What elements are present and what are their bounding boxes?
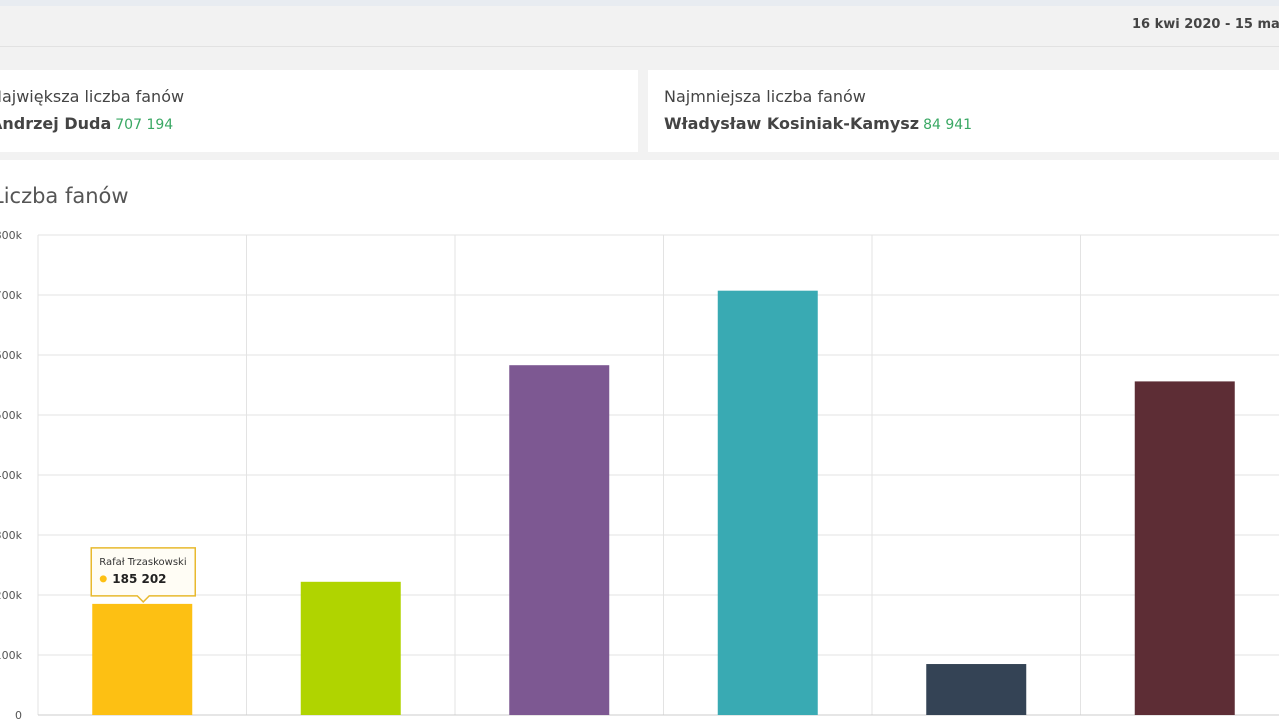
y-tick-label: 0: [15, 709, 22, 720]
y-tick-label: 500k: [0, 409, 23, 422]
tooltip: Rafał Trzaskowski 185 202: [90, 547, 196, 603]
bar[interactable]: [509, 365, 610, 715]
y-tick-label: 400k: [0, 469, 23, 482]
date-range[interactable]: 16 kwi 2020 - 15 maj 20: [1132, 17, 1279, 32]
max-fans-value: Andrzej Duda 707 194: [0, 114, 173, 133]
tooltip-dot-icon: [99, 575, 107, 583]
y-tick-label: 200k: [0, 589, 23, 602]
y-tick-label: 100k: [0, 649, 23, 662]
max-fans-label: Największa liczba fanów: [0, 87, 185, 106]
bar[interactable]: [1134, 381, 1235, 715]
max-fans-name: Andrzej Duda: [0, 114, 112, 133]
y-tick-label: 700k: [0, 289, 23, 302]
chart-title: Liczba fanów: [0, 184, 129, 208]
bar[interactable]: [300, 581, 401, 715]
max-fans-count: 707 194: [115, 117, 174, 133]
y-tick-label: 300k: [0, 529, 23, 542]
top-strip: [0, 0, 1279, 6]
tooltip-box: [90, 547, 196, 603]
max-fans-card: Największa liczba fanów Andrzej Duda 707 …: [0, 70, 638, 152]
min-fans-card: Najmniejsza liczba fanów Władysław Kosin…: [648, 70, 1279, 152]
tooltip-name: Rafał Trzaskowski: [99, 557, 186, 568]
min-fans-value: Władysław Kosiniak-Kamysz 84 941: [664, 114, 972, 133]
tooltip-value: 185 202: [112, 572, 166, 586]
chart-panel: Liczba fanów 0 100k 200k 300k 400k 500k 600k 70…: [0, 160, 1279, 720]
bar-chart: 0 100k 200k 300k 400k 500k 600k 700k 800k Rafał T…: [0, 229, 1279, 720]
min-fans-label: Najmniejsza liczba fanów: [664, 87, 866, 106]
bar[interactable]: [92, 603, 193, 715]
min-fans-name: Władysław Kosiniak-Kamysz: [664, 114, 920, 133]
y-tick-label: 800k: [0, 229, 23, 242]
header-bar: 16 kwi 2020 - 15 maj 20: [0, 6, 1279, 47]
bar[interactable]: [717, 290, 818, 715]
bar[interactable]: [926, 664, 1027, 715]
y-tick-label: 600k: [0, 349, 23, 362]
min-fans-count: 84 941: [923, 117, 973, 133]
